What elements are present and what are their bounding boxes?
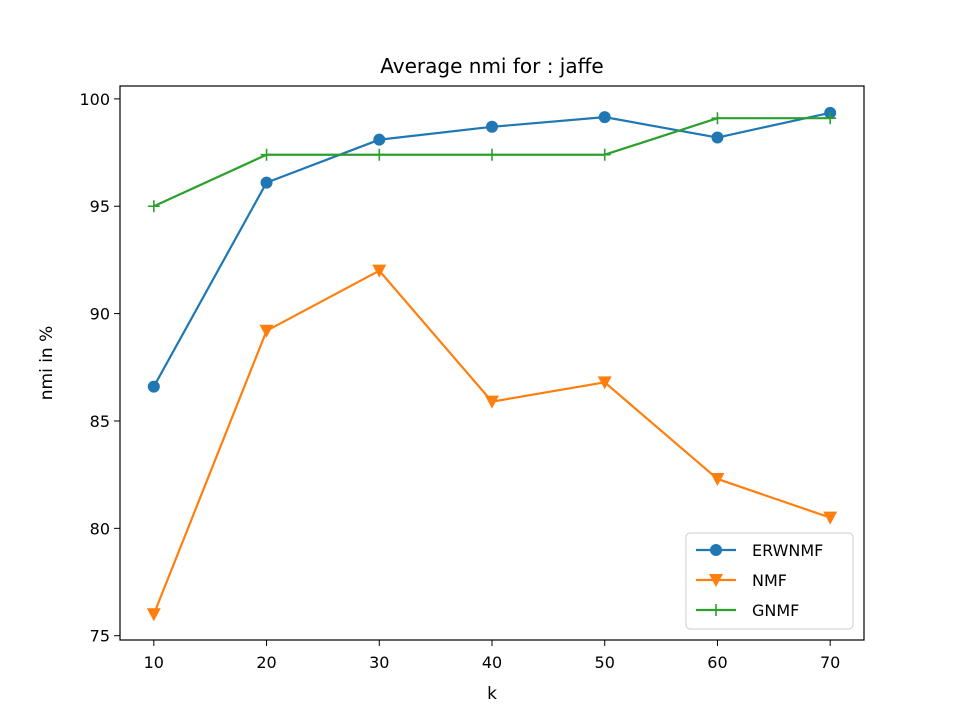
data-point-erwnmf <box>373 133 386 146</box>
series-layer <box>146 106 838 622</box>
y-tick-label: 100 <box>79 90 110 109</box>
legend-marker-gnmf <box>710 604 722 616</box>
x-axis-label: k <box>487 684 497 704</box>
data-point-nmf <box>259 324 274 338</box>
data-point-nmf <box>485 395 499 409</box>
data-point-gnmf <box>260 148 273 161</box>
x-tick-label: 50 <box>595 653 615 672</box>
data-point-erwnmf <box>598 111 611 124</box>
data-point-nmf <box>823 511 838 525</box>
data-point-nmf <box>710 472 725 486</box>
y-tick-label: 85 <box>90 412 110 431</box>
legend: ERWNMF NMF GNMF <box>685 532 854 630</box>
y-tick-label: 95 <box>90 197 110 216</box>
legend-label-nmf: NMF <box>752 571 787 590</box>
data-point-gnmf <box>486 148 498 161</box>
x-axis: 10 20 30 40 50 60 70 <box>144 640 840 672</box>
x-tick-label: 10 <box>144 653 164 672</box>
x-tick-label: 70 <box>820 653 840 672</box>
data-point-erwnmf <box>486 120 498 133</box>
data-point-erwnmf <box>711 131 724 144</box>
y-axis-label: nmi in % <box>37 326 57 401</box>
legend-label-erwnmf: ERWNMF <box>752 541 823 560</box>
y-axis: 75 80 85 90 95 100 <box>79 90 120 646</box>
x-tick-label: 40 <box>482 653 502 672</box>
legend-label-gnmf: GNMF <box>752 601 799 620</box>
x-tick-label: 60 <box>707 653 727 672</box>
data-point-gnmf <box>373 148 386 161</box>
data-point-nmf <box>597 376 612 390</box>
data-point-nmf <box>372 264 387 278</box>
x-tick-label: 20 <box>256 653 276 672</box>
legend-marker-erwnmf <box>710 544 722 556</box>
x-tick-label: 30 <box>369 653 389 672</box>
data-point-erwnmf <box>260 176 273 189</box>
y-tick-label: 75 <box>90 627 110 646</box>
chart-title: Average nmi for : jaffe <box>380 54 603 78</box>
data-point-gnmf <box>598 148 611 161</box>
data-point-gnmf <box>711 112 724 125</box>
y-tick-label: 90 <box>90 305 110 324</box>
data-point-erwnmf <box>147 380 160 393</box>
y-tick-label: 80 <box>90 519 110 538</box>
legend-box <box>685 532 854 630</box>
legend-marker-nmf <box>709 574 723 587</box>
data-point-gnmf <box>824 112 837 125</box>
data-point-nmf <box>146 608 161 622</box>
data-point-gnmf <box>147 200 160 213</box>
